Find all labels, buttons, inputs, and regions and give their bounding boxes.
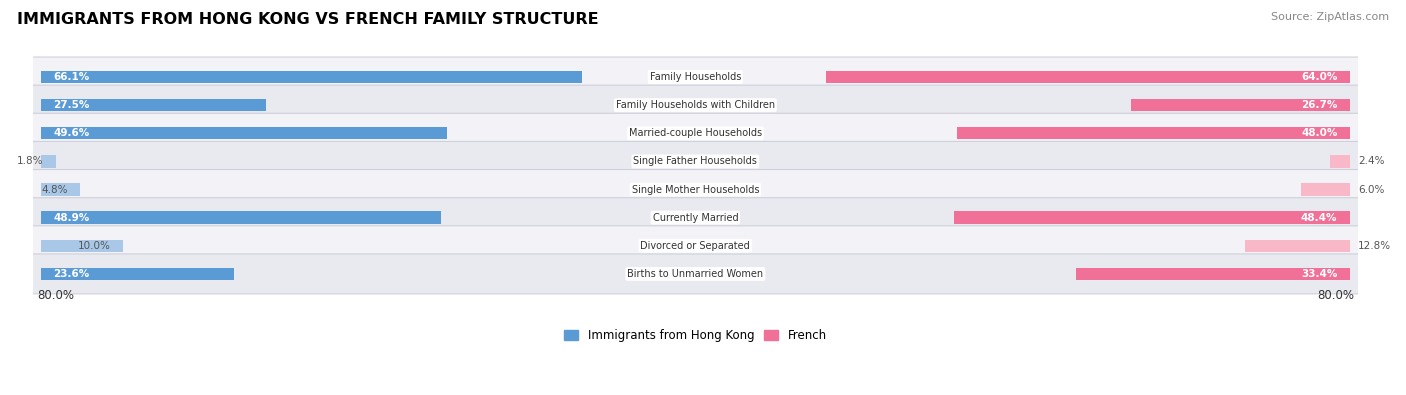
Text: 49.6%: 49.6% [53, 128, 90, 138]
FancyBboxPatch shape [31, 226, 1361, 266]
Text: 48.9%: 48.9% [53, 213, 90, 223]
Text: 66.1%: 66.1% [53, 72, 90, 82]
FancyBboxPatch shape [31, 141, 1361, 181]
Text: 23.6%: 23.6% [53, 269, 90, 279]
Bar [41, 71, 582, 83]
Text: Single Father Households: Single Father Households [633, 156, 758, 166]
FancyBboxPatch shape [31, 85, 1361, 125]
FancyBboxPatch shape [31, 57, 1361, 97]
Bar [41, 211, 441, 224]
Text: Source: ZipAtlas.com: Source: ZipAtlas.com [1271, 12, 1389, 22]
Text: IMMIGRANTS FROM HONG KONG VS FRENCH FAMILY STRUCTURE: IMMIGRANTS FROM HONG KONG VS FRENCH FAMI… [17, 12, 599, 27]
Bar [1077, 268, 1350, 280]
Text: 80.0%: 80.0% [37, 290, 75, 302]
Bar [41, 240, 122, 252]
Bar [1330, 155, 1350, 167]
Text: 1.8%: 1.8% [17, 156, 44, 166]
Bar [41, 99, 266, 111]
Bar [1132, 99, 1350, 111]
Text: 10.0%: 10.0% [77, 241, 111, 251]
Text: 6.0%: 6.0% [1358, 184, 1385, 194]
Bar [957, 127, 1350, 139]
Text: Single Mother Households: Single Mother Households [631, 184, 759, 194]
Text: 12.8%: 12.8% [1358, 241, 1391, 251]
Bar [827, 71, 1350, 83]
Bar [41, 155, 56, 167]
Bar [1301, 183, 1350, 196]
Text: 27.5%: 27.5% [53, 100, 90, 110]
Text: 80.0%: 80.0% [1317, 290, 1354, 302]
Text: 26.7%: 26.7% [1301, 100, 1337, 110]
Text: Divorced or Separated: Divorced or Separated [641, 241, 751, 251]
Text: 2.4%: 2.4% [1358, 156, 1385, 166]
Bar [953, 211, 1350, 224]
Text: 64.0%: 64.0% [1301, 72, 1337, 82]
Text: 48.0%: 48.0% [1301, 128, 1337, 138]
FancyBboxPatch shape [31, 113, 1361, 153]
Bar [41, 268, 233, 280]
Bar [1244, 240, 1350, 252]
Bar [41, 183, 80, 196]
Text: Family Households with Children: Family Households with Children [616, 100, 775, 110]
Text: Family Households: Family Households [650, 72, 741, 82]
Text: Births to Unmarried Women: Births to Unmarried Women [627, 269, 763, 279]
Bar [41, 127, 447, 139]
Text: 4.8%: 4.8% [41, 184, 67, 194]
Text: Married-couple Households: Married-couple Households [628, 128, 762, 138]
Legend: Immigrants from Hong Kong, French: Immigrants from Hong Kong, French [560, 325, 831, 347]
FancyBboxPatch shape [31, 169, 1361, 209]
Text: Currently Married: Currently Married [652, 213, 738, 223]
FancyBboxPatch shape [31, 254, 1361, 294]
FancyBboxPatch shape [31, 198, 1361, 238]
Text: 48.4%: 48.4% [1301, 213, 1337, 223]
Text: 33.4%: 33.4% [1301, 269, 1337, 279]
